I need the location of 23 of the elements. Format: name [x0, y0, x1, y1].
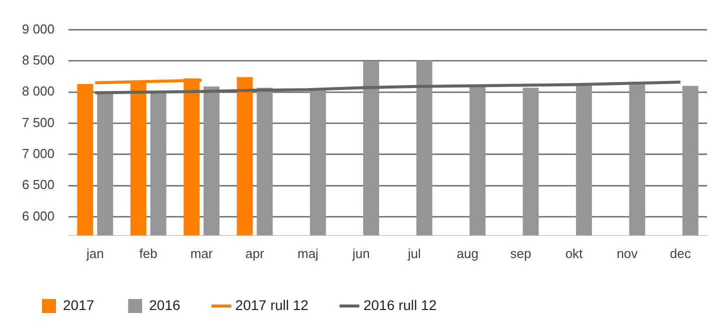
- x-tick-label: sep: [510, 246, 532, 261]
- x-tick-label: feb: [139, 246, 158, 261]
- y-tick-label: 9 000: [22, 21, 55, 36]
- x-tick-label: mar: [190, 246, 214, 261]
- legend-label: 2017: [63, 296, 94, 313]
- legend-label: 2017 rull 12: [235, 296, 309, 313]
- x-tick-label: jul: [406, 246, 421, 261]
- x-tick-label: maj: [297, 246, 319, 261]
- x-tick-label: apr: [245, 246, 265, 261]
- x-tick-label: aug: [456, 246, 478, 261]
- y-tick-label: 6 500: [22, 177, 55, 192]
- x-tick-label: jun: [351, 246, 370, 261]
- x-tick-label: okt: [565, 246, 584, 261]
- legend-label: 2016: [149, 296, 181, 313]
- y-tick-label: 8 500: [22, 52, 55, 68]
- y-tick-label: 7 000: [22, 146, 55, 161]
- x-tick-label: dec: [670, 246, 692, 261]
- x-tick-label: nov: [616, 246, 638, 261]
- x-tick-label: jan: [85, 246, 104, 261]
- legend-label: 2016 rull 12: [363, 296, 437, 313]
- y-tick-label: 8 000: [22, 84, 55, 99]
- y-tick-label: 6 000: [22, 208, 55, 224]
- y-tick-label: 7 500: [22, 114, 55, 130]
